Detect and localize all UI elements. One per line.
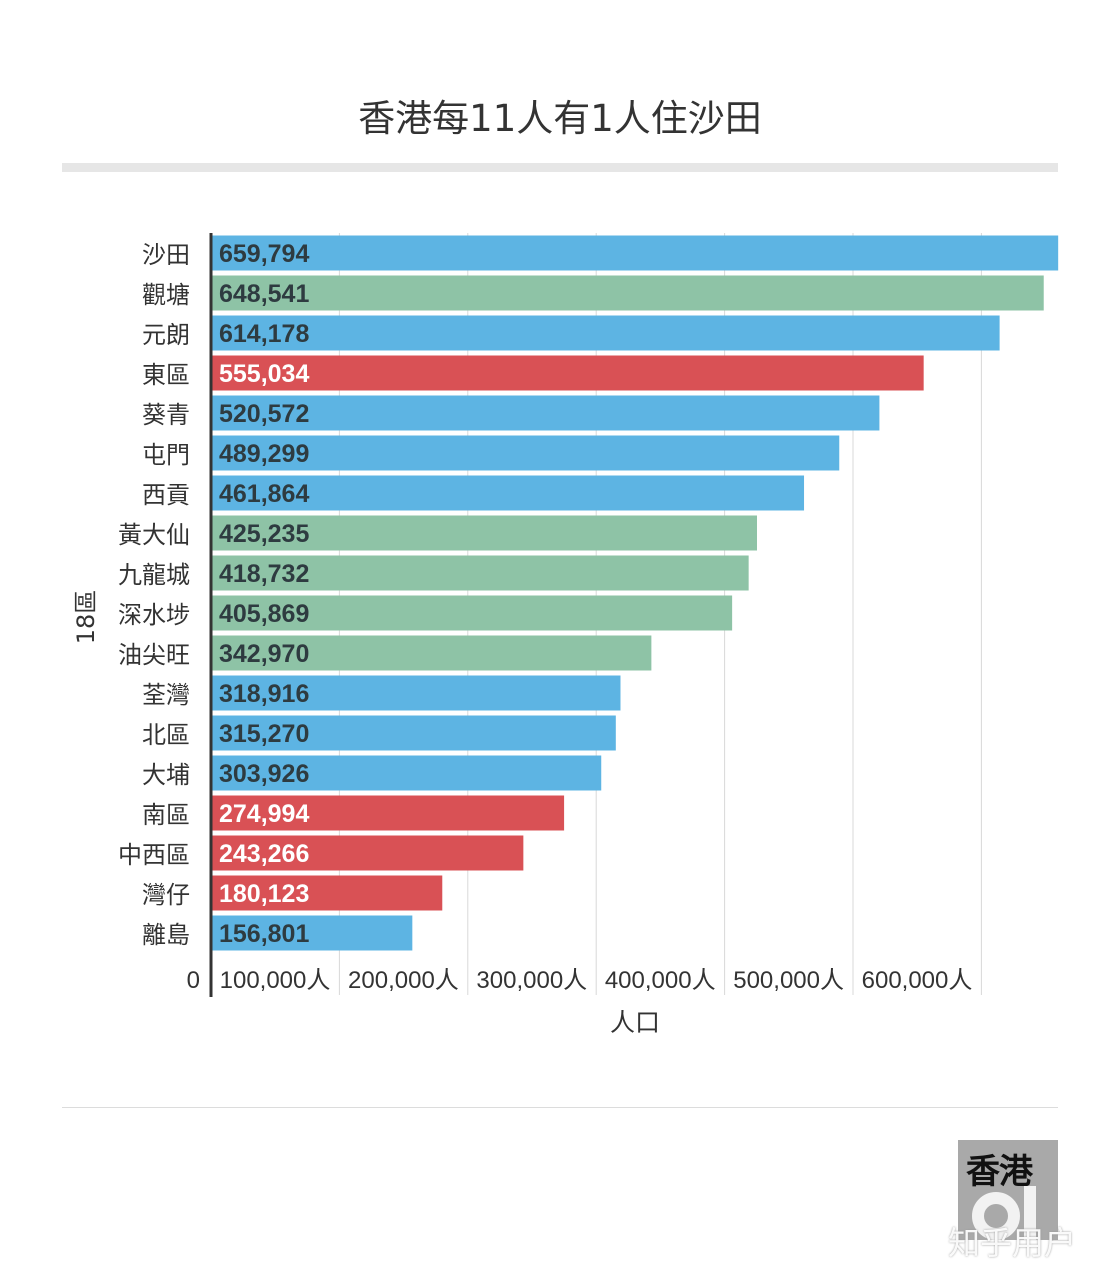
bar-value-label: 659,794 (219, 240, 309, 268)
x-tick-label: 300,000人 (476, 967, 587, 994)
category-label: 黃大仙 (118, 521, 190, 549)
x-tick-label: 500,000人 (733, 967, 844, 994)
x-tick-label: 200,000人 (348, 967, 459, 994)
chart-title: 香港每11人有1人住沙田 (358, 97, 762, 140)
watermark: 知乎用户 (948, 1224, 1077, 1262)
bar-value-label: 520,572 (219, 400, 309, 428)
hk01-logo: 香港 (958, 1140, 1058, 1240)
category-label: 西貢 (142, 481, 190, 509)
category-label: 中西區 (118, 841, 190, 869)
category-label: 深水埗 (118, 601, 190, 629)
bar (211, 475, 805, 511)
bar (211, 795, 565, 831)
bar (211, 715, 616, 751)
category-label: 油尖旺 (118, 641, 190, 669)
x-tick-label: 400,000人 (605, 967, 716, 994)
footer-divider (62, 1107, 1058, 1108)
category-label: 九龍城 (118, 561, 190, 589)
x-tick-label: 100,000人 (220, 967, 331, 994)
category-label: 觀塘 (142, 281, 190, 309)
bar (211, 515, 758, 551)
bar (211, 675, 621, 711)
bar-value-label: 425,235 (219, 520, 309, 548)
bar-value-label: 156,801 (219, 920, 309, 948)
bar-value-label: 555,034 (219, 360, 309, 388)
category-label: 大埔 (142, 761, 190, 789)
bar-value-label: 648,541 (219, 280, 309, 308)
bar-value-label: 180,123 (219, 880, 309, 908)
category-label: 葵青 (142, 401, 190, 429)
category-label: 元朗 (142, 321, 190, 349)
bar (211, 755, 602, 791)
bar-value-label: 405,869 (219, 600, 309, 628)
category-label: 屯門 (142, 441, 190, 469)
bar (211, 235, 1059, 271)
bar-value-label: 489,299 (219, 440, 309, 468)
bar-value-label: 342,970 (219, 640, 309, 668)
bar (211, 635, 652, 671)
bar (211, 555, 749, 591)
bar (211, 275, 1044, 311)
bar (211, 395, 880, 431)
bar-value-label: 303,926 (219, 760, 309, 788)
bar-value-label: 461,864 (219, 480, 309, 508)
category-label: 灣仔 (142, 881, 190, 909)
title-divider (62, 163, 1058, 172)
bar (211, 355, 924, 391)
bar (211, 595, 733, 631)
bar-value-label: 243,266 (219, 840, 309, 868)
y-axis-title: 18區 (72, 590, 100, 645)
category-label: 北區 (142, 721, 190, 749)
x-tick-label: 0 (187, 967, 200, 994)
bar (211, 915, 413, 951)
bar-chart: 659,794 沙田 648,541 觀塘 614,178 元朗 555,034 東區 520,… (72, 233, 1059, 1037)
bar (211, 875, 443, 911)
bar-value-label: 315,270 (219, 720, 309, 748)
bar-value-label: 274,994 (219, 800, 309, 828)
bar (211, 315, 1000, 351)
bar-value-label: 418,732 (219, 560, 309, 588)
bar (211, 835, 524, 871)
bar-value-label: 318,916 (219, 680, 309, 708)
bar-value-label: 614,178 (219, 320, 309, 348)
category-label: 離島 (142, 921, 190, 949)
x-tick-label: 600,000人 (862, 967, 973, 994)
category-label: 南區 (142, 801, 190, 829)
bar (211, 435, 840, 471)
category-label: 荃灣 (142, 681, 190, 709)
x-axis-title: 人口 (610, 1008, 660, 1037)
category-label: 東區 (142, 361, 190, 389)
category-label: 沙田 (142, 241, 190, 269)
